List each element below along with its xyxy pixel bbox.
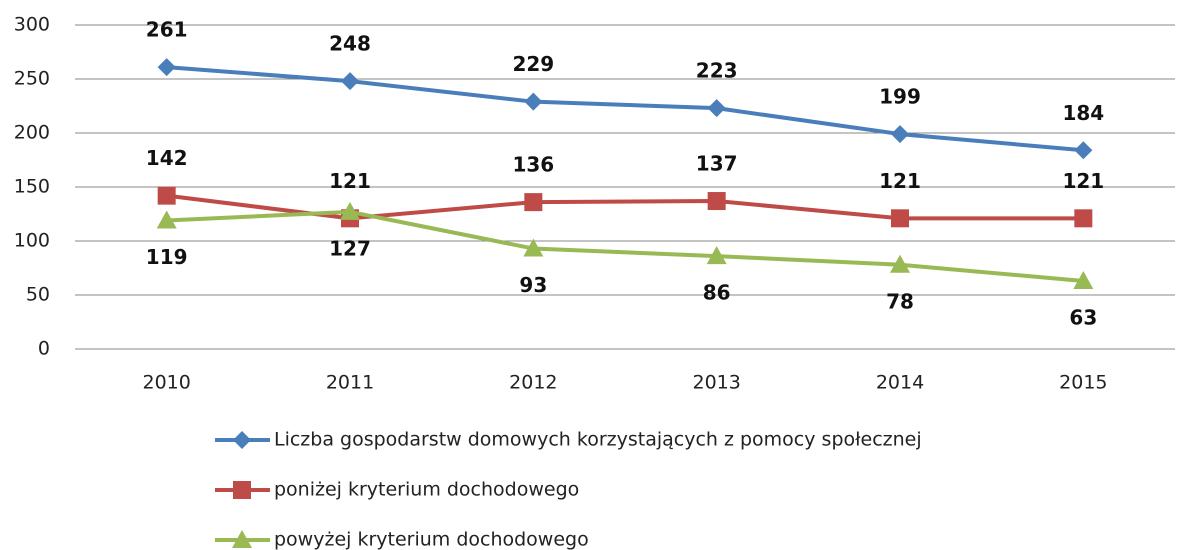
data-point bbox=[891, 125, 909, 144]
y-tick-label: 250 bbox=[14, 68, 50, 90]
data-label: 121 bbox=[1062, 169, 1104, 193]
x-tick-label: 2012 bbox=[509, 372, 557, 394]
x-tick-label: 2014 bbox=[876, 372, 924, 394]
x-tick-label: 2013 bbox=[692, 372, 740, 394]
x-tick-label: 2015 bbox=[1059, 372, 1107, 394]
data-label: 86 bbox=[703, 281, 731, 305]
data-label: 121 bbox=[879, 169, 921, 193]
data-point bbox=[524, 193, 543, 212]
data-label: 119 bbox=[146, 245, 188, 269]
data-label: 248 bbox=[329, 32, 371, 56]
data-point bbox=[523, 238, 544, 257]
x-tick-label: 2010 bbox=[142, 372, 190, 394]
data-point bbox=[891, 209, 909, 228]
data-label: 142 bbox=[146, 146, 188, 170]
y-tick-label: 300 bbox=[14, 14, 50, 36]
data-point bbox=[890, 254, 910, 273]
x-tick-label: 2011 bbox=[326, 372, 374, 394]
data-point bbox=[156, 210, 177, 229]
data-point bbox=[1073, 270, 1094, 289]
data-label: 229 bbox=[512, 52, 554, 76]
data-label: 121 bbox=[329, 169, 371, 193]
legend-label: poniżej kryterium dochodowego bbox=[274, 479, 579, 501]
data-point bbox=[524, 92, 543, 111]
y-tick-label: 100 bbox=[14, 230, 50, 252]
data-label: 137 bbox=[696, 152, 738, 176]
data-label: 136 bbox=[512, 153, 554, 177]
data-label: 223 bbox=[696, 59, 738, 83]
data-point bbox=[341, 72, 359, 91]
data-label: 63 bbox=[1069, 305, 1097, 329]
series-line bbox=[166, 65, 1084, 153]
y-tick-label: 50 bbox=[26, 284, 50, 306]
legend-label: powyżej kryterium dochodowego bbox=[274, 529, 589, 550]
legend-label: Liczba gospodarstw domowych korzystający… bbox=[274, 429, 922, 451]
legend-marker bbox=[233, 431, 251, 449]
data-label: 184 bbox=[1062, 101, 1104, 125]
data-point bbox=[157, 186, 176, 205]
legend-marker bbox=[232, 530, 252, 548]
data-point bbox=[157, 58, 176, 77]
data-point bbox=[707, 192, 726, 211]
y-tick-label: 150 bbox=[14, 176, 50, 198]
y-tick-label: 0 bbox=[38, 338, 50, 360]
data-point bbox=[706, 246, 727, 265]
data-point bbox=[1074, 209, 1093, 228]
data-label: 127 bbox=[329, 236, 371, 260]
data-label: 78 bbox=[886, 289, 914, 313]
data-point bbox=[1074, 141, 1093, 160]
y-tick-label: 200 bbox=[14, 122, 50, 144]
legend-marker bbox=[233, 481, 251, 499]
data-label: 199 bbox=[879, 85, 921, 109]
series-line bbox=[166, 209, 1084, 283]
data-point bbox=[340, 201, 360, 220]
data-point bbox=[707, 99, 726, 118]
data-label: 261 bbox=[146, 18, 188, 42]
data-label: 93 bbox=[519, 273, 547, 297]
